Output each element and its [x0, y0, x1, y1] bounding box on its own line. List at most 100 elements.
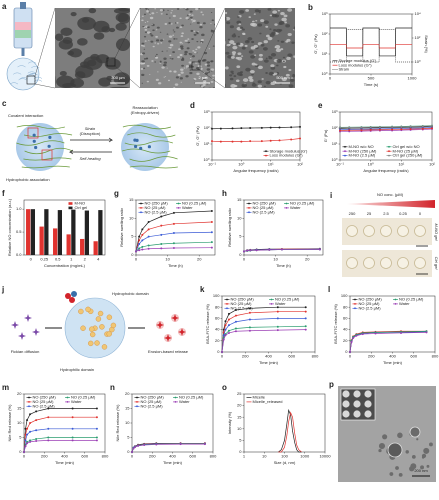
- y-tick-label: 0: [131, 252, 134, 257]
- illustration: [232, 45, 238, 50]
- illustration: [291, 41, 295, 44]
- illustration: [21, 165, 70, 169]
- illustration: [166, 33, 169, 35]
- illustration: [210, 60, 214, 63]
- legend-label: NO (25 µM): [231, 301, 253, 306]
- legend-marker: [174, 396, 177, 399]
- y-axis-label: Relative NO concentration (a.u.): [7, 198, 12, 256]
- illustration: [190, 23, 192, 25]
- illustration: [16, 123, 64, 171]
- illustration: [342, 410, 350, 418]
- illustration: [281, 77, 287, 82]
- illustration: [287, 33, 292, 37]
- scale-bar-label: 200 nm: [414, 468, 428, 473]
- illustration: [149, 13, 151, 15]
- x-tick-label: 0: [23, 454, 26, 459]
- illustration: [11, 321, 19, 329]
- illustration: [155, 53, 158, 56]
- legend-label: M-NO (2.5 µM): [349, 153, 376, 158]
- panel-label: g: [114, 189, 119, 198]
- legend-label: NO (2.5 µM): [33, 403, 56, 408]
- illustration: [146, 26, 150, 29]
- legend-marker: [344, 145, 346, 148]
- y-tick-label: 10⁰: [203, 157, 209, 162]
- illustration: [214, 23, 216, 26]
- illustration: [398, 472, 403, 477]
- illustration: [246, 40, 249, 43]
- series-line: [339, 127, 433, 130]
- illustration: [192, 19, 196, 22]
- legend-marker: [394, 298, 397, 301]
- illustration: [109, 27, 116, 33]
- illustration: [114, 65, 141, 89]
- illustration: [133, 144, 138, 149]
- data-point: [276, 317, 279, 320]
- illustration: [148, 11, 151, 13]
- legend-label: NO (2.5 µM): [359, 305, 382, 310]
- illustration: [260, 43, 265, 47]
- illustration: [231, 51, 237, 55]
- x-tick-label: 1: [70, 257, 73, 262]
- x-tick-label: 0: [329, 76, 332, 81]
- illustration: [230, 56, 235, 59]
- data-point: [224, 334, 227, 337]
- illustration: [88, 340, 94, 347]
- illustration: [129, 165, 178, 169]
- illustration: [420, 465, 424, 470]
- illustration: [150, 34, 154, 37]
- data-point: [47, 407, 50, 410]
- series-line: [339, 127, 433, 131]
- illustration: [146, 21, 149, 23]
- illustration: [261, 78, 264, 80]
- scale-bar-label: 300 µm: [111, 75, 125, 80]
- y-tick-label: 0: [127, 449, 130, 454]
- y-tick-label: 40: [215, 327, 220, 332]
- illustration: [258, 53, 263, 57]
- plot-frame: [23, 199, 106, 256]
- illustration: [363, 257, 375, 269]
- panel-label: o: [222, 383, 227, 392]
- illustration: [225, 11, 228, 15]
- illustration: [24, 314, 32, 322]
- diagram-label: Strain: [85, 126, 96, 131]
- illustration: [199, 23, 203, 26]
- x-tick-label: 0: [221, 354, 224, 359]
- illustration: [189, 10, 193, 13]
- illustration: [225, 51, 230, 55]
- y-tick-label: 5: [239, 437, 242, 442]
- legend-label: Micelle: [253, 395, 266, 400]
- y-axis-label: Relative swelling ratio: [227, 207, 232, 246]
- y-axis-label: Nile Red release (%): [115, 404, 120, 442]
- illustration: [163, 76, 166, 78]
- data-point: [361, 333, 364, 336]
- data-point: [369, 128, 372, 131]
- illustration: [71, 291, 77, 297]
- illustration: [253, 44, 258, 48]
- data-point: [222, 338, 225, 341]
- illustration: [183, 67, 186, 69]
- table-header: NO conc. (µM): [377, 192, 404, 197]
- illustration: [75, 65, 94, 78]
- illustration: [342, 390, 350, 398]
- illustration: [202, 80, 207, 83]
- y-tick-label: 10¹: [204, 141, 210, 146]
- illustration: [180, 71, 184, 74]
- data-point: [243, 250, 245, 253]
- y-tick-label: 0: [217, 349, 220, 354]
- panel-label: l: [328, 285, 330, 294]
- illustration: [196, 40, 199, 43]
- data-point: [349, 351, 351, 353]
- illustration: [380, 225, 392, 237]
- illustration: [287, 53, 293, 57]
- illustration: [81, 17, 90, 23]
- data-point: [400, 128, 403, 131]
- data-point: [378, 126, 381, 129]
- illustration: [212, 74, 215, 77]
- illustration: [237, 16, 240, 18]
- illustration: [85, 306, 91, 313]
- data-point: [224, 328, 227, 331]
- illustration: [166, 50, 168, 52]
- data-point: [71, 436, 74, 439]
- x-tick-label: 20: [305, 257, 310, 262]
- illustration: [27, 61, 37, 64]
